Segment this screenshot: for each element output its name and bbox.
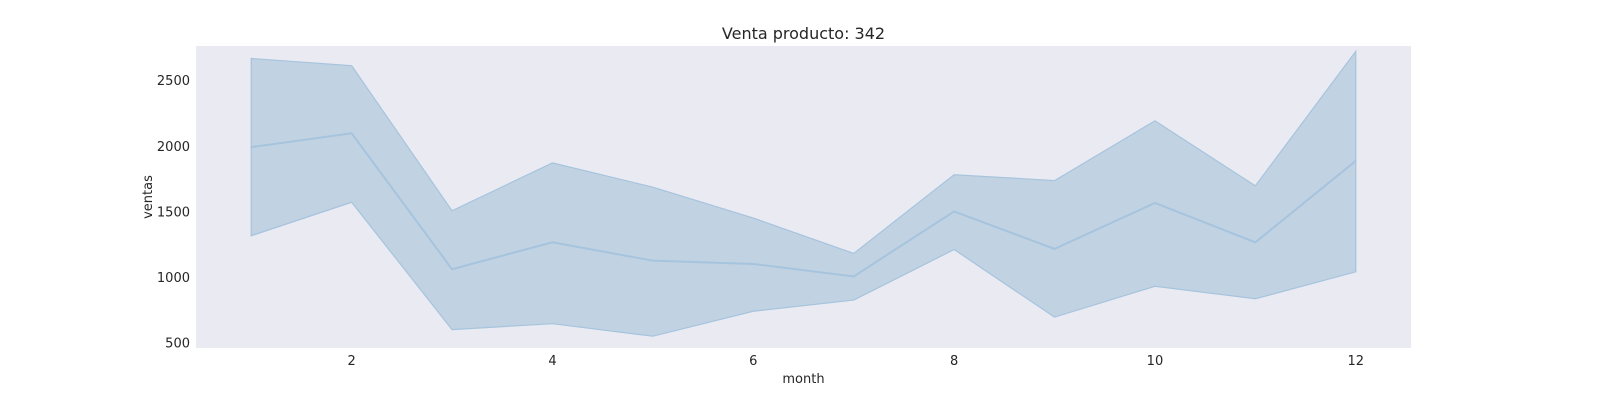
y-axis-ticks: 500 1000 1500 2000 2500 xyxy=(157,74,190,352)
chart-title: Venta producto: 342 xyxy=(722,24,885,43)
mean-point xyxy=(1254,241,1257,244)
mean-point xyxy=(1053,248,1056,250)
mean-line xyxy=(251,132,1357,278)
x-tick-label: 4 xyxy=(548,354,556,369)
mean-point xyxy=(350,132,353,135)
x-tick-label: 10 xyxy=(1147,354,1164,369)
y-axis-label: ventas xyxy=(141,175,156,219)
confidence-band xyxy=(250,49,1357,337)
y-tick-label: 500 xyxy=(165,337,190,352)
x-tick-label: 8 xyxy=(950,354,958,369)
x-tick-label: 2 xyxy=(347,354,355,369)
x-axis-label: month xyxy=(782,372,824,387)
mean-point xyxy=(1354,160,1357,162)
y-tick-label: 2500 xyxy=(157,74,190,89)
mean-point xyxy=(451,268,453,271)
mean-point xyxy=(953,210,955,213)
y-tick-label: 2000 xyxy=(157,140,190,155)
mean-point xyxy=(250,146,253,148)
x-tick-label: 12 xyxy=(1347,354,1364,369)
mean-point xyxy=(852,275,855,278)
mean-point xyxy=(1154,202,1156,204)
mean-point xyxy=(652,259,654,262)
y-tick-label: 1000 xyxy=(157,271,190,286)
mean-point xyxy=(752,263,755,265)
mean-line-layer xyxy=(250,132,1357,278)
mean-point xyxy=(551,241,554,244)
x-tick-label: 6 xyxy=(749,354,757,369)
x-axis-ticks: 2 4 6 8 10 12 xyxy=(347,354,1364,369)
y-tick-label: 1500 xyxy=(157,205,190,220)
confidence-band-layer xyxy=(250,49,1357,337)
